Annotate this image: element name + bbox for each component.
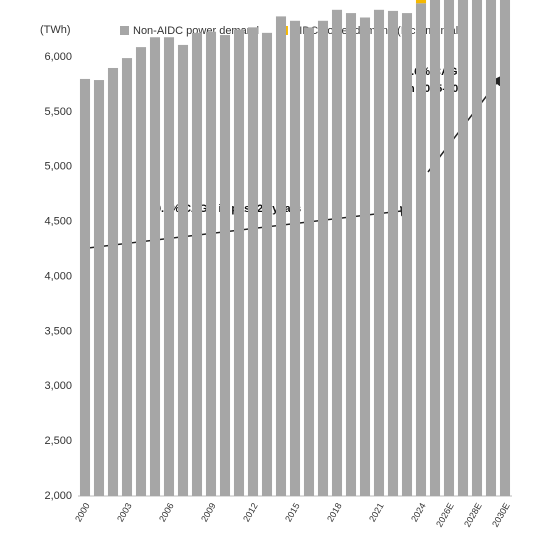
bar [79,78,91,496]
bar [415,0,427,4]
bar [219,35,231,497]
bar [471,0,483,497]
x-tick-label: 2018 [325,501,344,523]
x-tick-label: 2000 [73,501,92,523]
bar [233,29,245,496]
bar [443,0,455,497]
legend-swatch [120,26,129,35]
bar [261,32,273,496]
bar [345,13,357,496]
y-tick-label: 4,000 [44,270,72,282]
x-tick-label: 2009 [199,501,218,523]
bar [499,0,511,497]
y-axis-label: (TWh) [40,24,71,36]
bar [317,20,329,496]
x-tick-label: 2024 [409,501,428,523]
bar [457,0,469,497]
bar [135,47,147,497]
y-tick-label: 2,000 [44,490,72,502]
x-tick-label: 2015 [283,501,302,523]
bar [247,27,259,497]
y-tick-label: 2,500 [44,435,72,447]
bar [331,9,343,497]
bar [485,0,497,496]
bar [303,27,315,497]
x-tick-label: 2003 [115,501,134,523]
bar [107,67,119,496]
bar [401,13,413,496]
x-tick-label: 2012 [241,501,260,523]
bar [387,10,399,497]
y-tick-label: 3,000 [44,380,72,392]
bar [275,16,287,497]
bar [149,37,161,497]
x-tick-label: 2028E [462,501,484,529]
bar [177,44,189,497]
y-tick-label: 5,500 [44,106,72,118]
bar [359,17,371,497]
legend-label: Non-AIDC power demand [133,25,259,37]
bar [429,0,441,497]
y-tick-label: 3,500 [44,325,72,337]
bar [191,32,203,496]
x-tick-label: 2021 [367,501,386,523]
bar [93,80,105,497]
y-tick-label: 5,000 [44,161,72,173]
bar [163,37,175,497]
bar [415,3,427,496]
x-tick-label: 2006 [157,501,176,523]
bar [373,9,385,497]
y-tick-label: 4,500 [44,216,72,228]
bar [205,31,217,496]
bar [121,58,133,496]
y-tick-label: 6,000 [44,51,72,63]
bar [289,20,301,496]
x-tick-label: 2030E [490,501,512,529]
x-tick-label: 2026E [434,501,456,529]
